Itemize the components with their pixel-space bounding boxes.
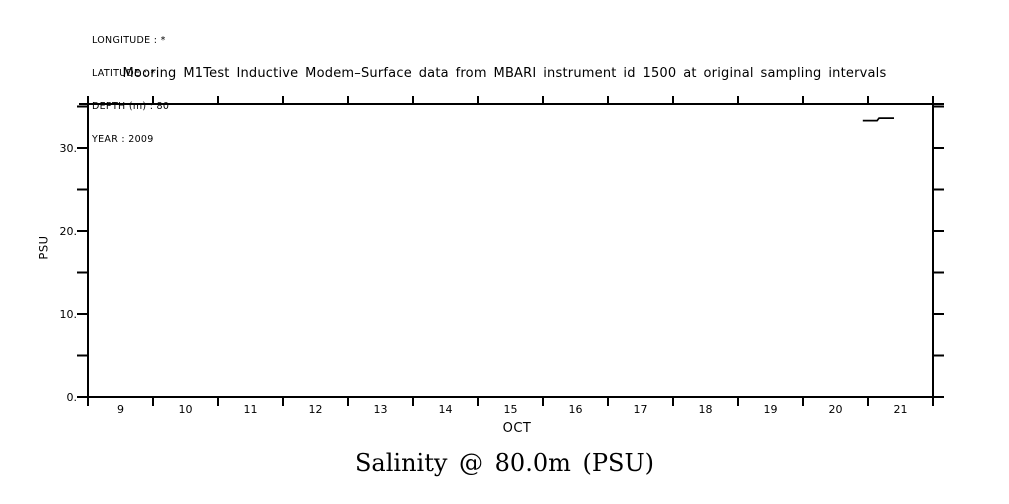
x-tick-label: 19 [763,403,778,416]
metadata-line-latitude: LATITUDE : * [92,68,156,79]
x-tick-label: 11 [243,403,258,416]
metadata-line-depth: DEPTH (m) : 80 [92,101,170,112]
y-tick-label: 20. [59,224,78,238]
plot-border [79,96,944,405]
plot-title: Mooring M1Test Inductive Modem–Surface d… [122,66,887,81]
x-tick-label: 13 [373,403,388,416]
x-axis-ticks [87,96,934,406]
x-tick-label: 14 [438,403,453,416]
y-tick-label: 10. [59,307,78,321]
figure-caption: Salinity @ 80.0m (PSU) [354,449,655,477]
y-tick-label: 0. [66,391,78,404]
x-tick-label: 15 [503,403,518,416]
x-tick-label: 12 [308,403,323,416]
x-tick-label: 16 [568,403,583,416]
y-tick-label: 30. [59,141,78,155]
metadata-line-longitude: LONGITUDE : * [92,35,166,46]
x-tick-label: 17 [633,403,648,416]
x-tick-label: 21 [893,403,908,416]
x-tick-label: 10 [178,403,193,416]
x-tick-label: 9 [117,403,124,416]
y-axis-ticks [77,105,944,398]
data-series-line [862,117,894,122]
metadata-line-year: YEAR : 2009 [92,134,154,145]
x-tick-label: 18 [698,403,713,416]
x-axis-title: OCT [502,421,532,436]
y-axis-title: PSU [36,235,51,260]
metadata-block: LONGITUDE : * LATITUDE : * DEPTH (m) : 8… [92,13,169,167]
x-tick-label: 20 [828,403,843,416]
salinity-line [862,117,894,122]
